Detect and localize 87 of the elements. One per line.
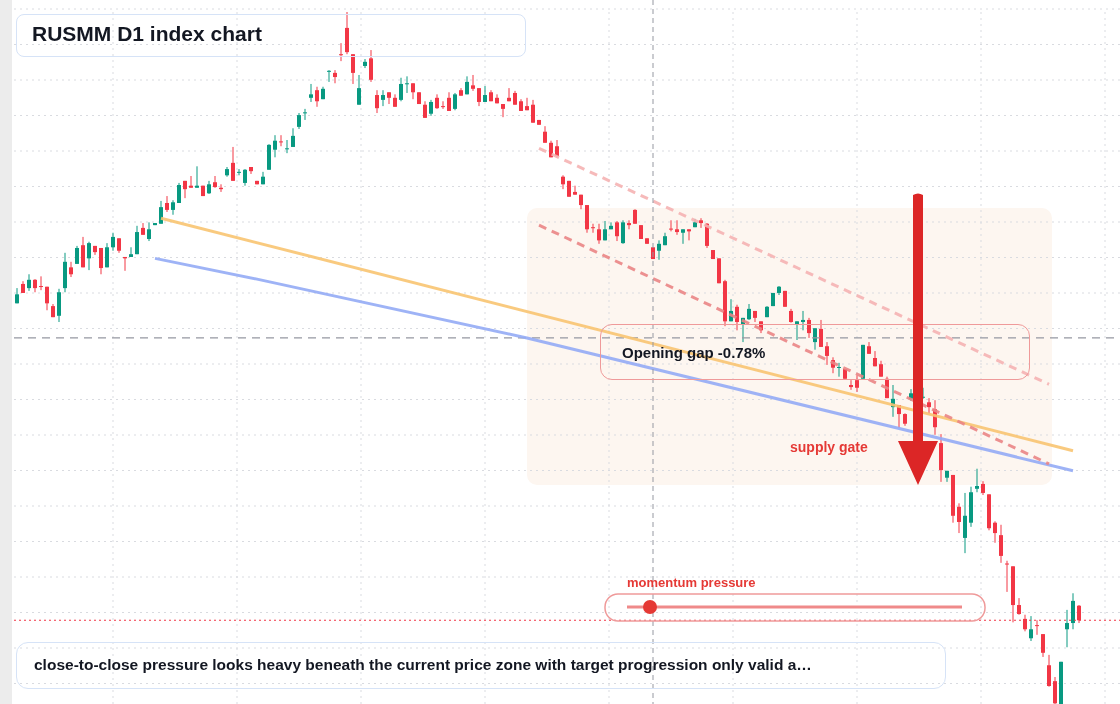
candlestick (687, 228, 691, 241)
candlestick (441, 100, 445, 110)
text: RUSMM D1 index chart (32, 22, 262, 46)
candlestick (795, 320, 799, 341)
candlestick (669, 219, 673, 232)
candlestick (237, 168, 241, 176)
annotation: Opening gap -0.78% (622, 344, 766, 361)
candlestick (129, 246, 133, 258)
candlestick (1029, 615, 1033, 642)
candlestick (525, 97, 529, 111)
candlestick (1047, 654, 1051, 688)
candlestick (1053, 676, 1057, 704)
candlestick (573, 185, 577, 196)
candlestick (315, 86, 319, 108)
candlestick (597, 223, 601, 245)
candlestick (561, 174, 565, 190)
candlestick (927, 397, 931, 414)
candlestick (501, 103, 505, 118)
candlestick (825, 341, 829, 366)
candlestick (471, 74, 475, 92)
candlestick (231, 146, 235, 182)
candlestick (849, 379, 853, 391)
candlestick (177, 182, 181, 204)
candlestick (675, 219, 679, 236)
candlestick (189, 175, 193, 189)
candlestick (69, 261, 73, 278)
candlestick (27, 273, 31, 292)
candlestick (681, 228, 685, 245)
candlestick (1041, 633, 1045, 658)
candlestick (87, 241, 91, 271)
candlestick (999, 524, 1003, 564)
annotation: momentum pressure (627, 575, 756, 590)
candlestick (1071, 592, 1075, 630)
candlestick (99, 247, 103, 275)
candlestick (807, 317, 811, 339)
candlestick (105, 242, 109, 268)
candlestick (351, 53, 355, 85)
annotation: supply gate (790, 439, 868, 455)
candlestick (447, 91, 451, 112)
candlestick (339, 42, 343, 62)
candlestick (591, 223, 595, 234)
candlestick (279, 134, 283, 147)
candlestick (165, 195, 169, 213)
candlestick (369, 49, 373, 83)
candlestick (735, 304, 739, 331)
candlestick (621, 219, 625, 245)
candlestick (171, 199, 175, 216)
candlestick (531, 99, 535, 124)
candlestick (1017, 597, 1021, 616)
candlestick (627, 219, 631, 230)
candlestick (195, 165, 199, 189)
candlestick (975, 468, 979, 493)
candlestick (57, 288, 61, 323)
candlestick (1065, 609, 1069, 648)
candlestick (39, 275, 43, 291)
candlestick (483, 85, 487, 103)
candlestick (615, 220, 619, 242)
candlestick (285, 139, 289, 154)
candlestick (873, 350, 877, 367)
candlestick (273, 134, 277, 158)
candlestick (183, 180, 187, 199)
candlestick (819, 319, 823, 348)
candlestick (303, 108, 307, 121)
candlestick (387, 91, 391, 105)
candlestick (957, 502, 961, 534)
candlestick (963, 492, 967, 554)
annotation: close-to-close pressure looks heavy beneath the current price zone with target progression only valid a… (34, 656, 812, 674)
candlestick (699, 217, 703, 229)
candlestick (333, 69, 337, 84)
candlestick (357, 74, 361, 106)
candlestick (405, 75, 409, 94)
candlestick (81, 236, 85, 268)
candlestick (399, 77, 403, 102)
candlestick (291, 127, 295, 148)
candlestick (135, 225, 139, 255)
candlestick (993, 520, 997, 544)
candlestick (657, 239, 661, 261)
candlestick (1005, 560, 1009, 593)
candlestick (147, 221, 151, 242)
candlestick (363, 58, 367, 69)
candlestick (375, 89, 379, 114)
candlestick (801, 310, 805, 331)
candlestick (327, 69, 331, 83)
candlestick (309, 83, 313, 103)
candlestick (213, 175, 217, 189)
candlestick (837, 362, 841, 378)
candlestick (381, 89, 385, 107)
